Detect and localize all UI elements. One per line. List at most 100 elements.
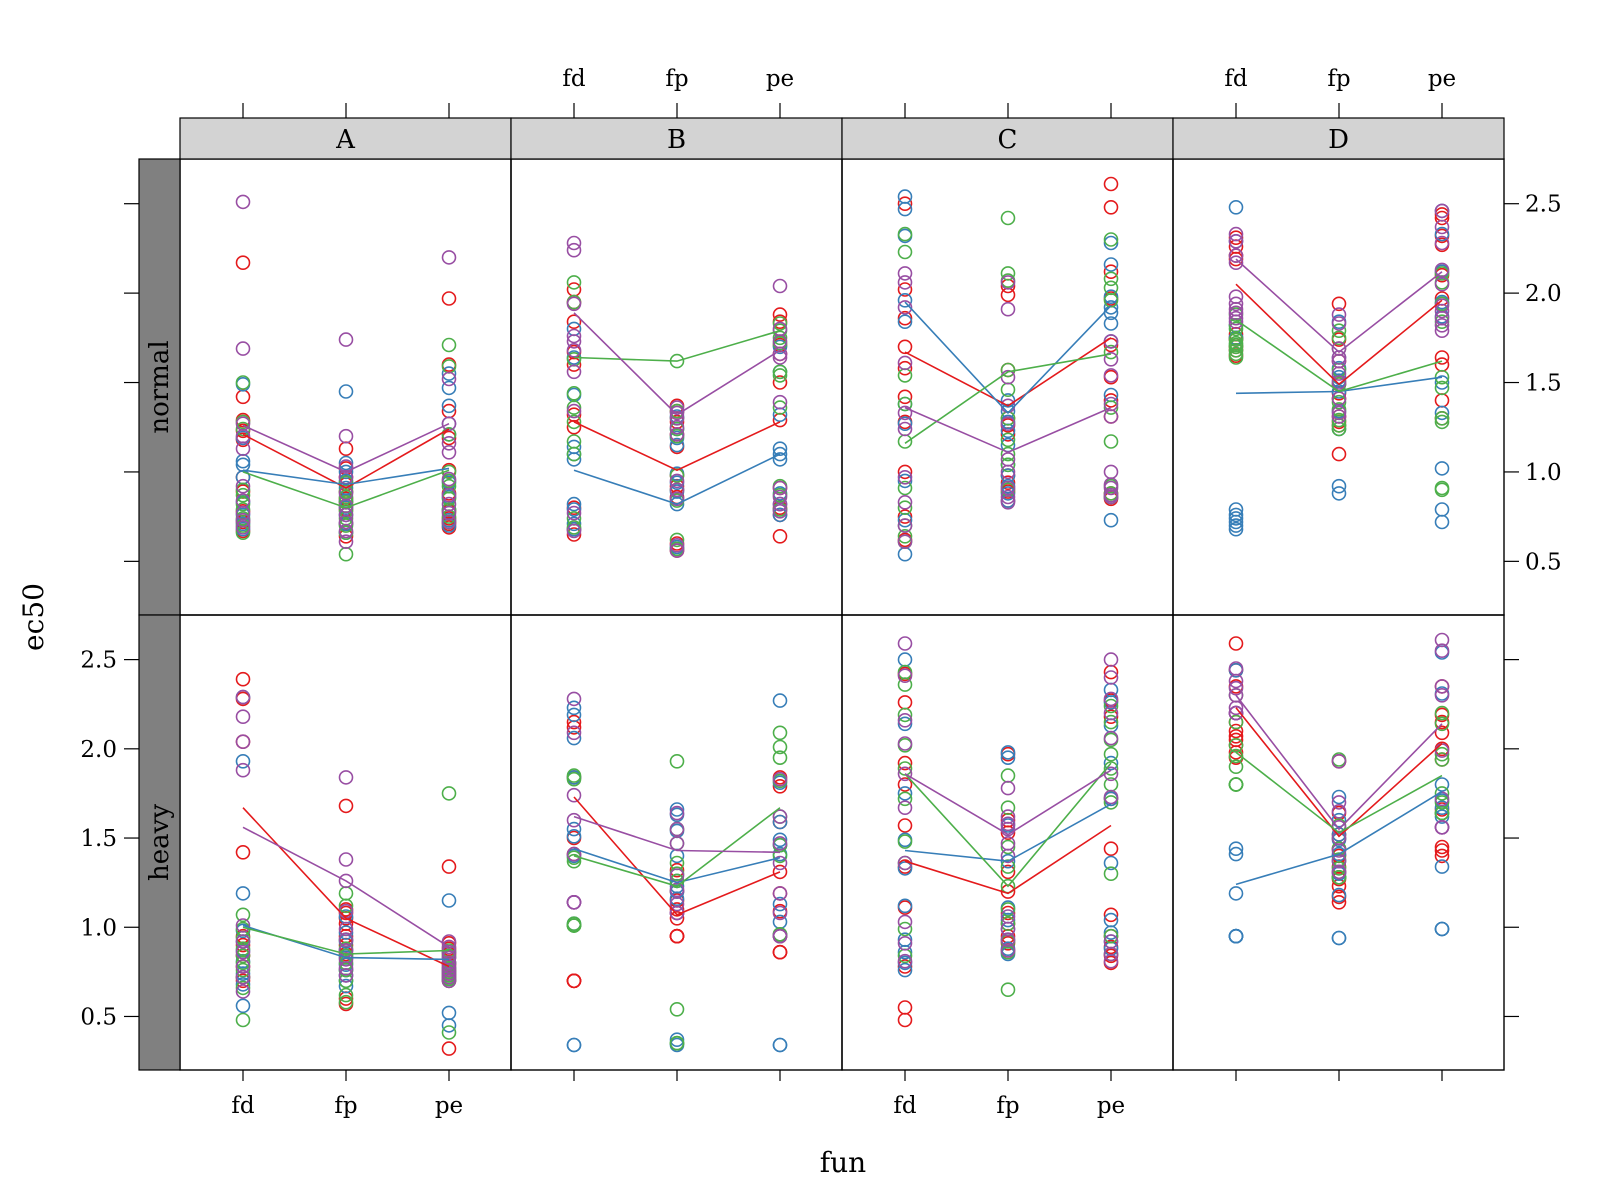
data-point: [1228, 846, 1244, 862]
data-point: [897, 695, 913, 710]
data-point: [897, 469, 913, 485]
data-point: [1434, 203, 1450, 219]
data-point: [1000, 745, 1016, 760]
data-point: [1434, 687, 1450, 703]
series-line: [242, 469, 450, 509]
strip-background: [138, 614, 181, 1071]
data-point: [1434, 746, 1450, 762]
data-point: [235, 671, 251, 687]
panel-A-normal: [179, 158, 512, 616]
data-point: [772, 750, 788, 766]
data-point: [566, 853, 582, 869]
y-tick-label: 2.5: [1525, 192, 1562, 218]
data-point: [235, 478, 251, 494]
data-point: [1000, 982, 1016, 998]
series-line: [1235, 790, 1443, 886]
data-point: [897, 935, 913, 951]
data-point: [1103, 316, 1119, 331]
data-point: [897, 355, 913, 371]
data-point: [1000, 750, 1016, 766]
data-point: [772, 368, 788, 383]
data-point: [235, 753, 251, 769]
data-point: [897, 818, 913, 833]
series-line: [904, 406, 1112, 454]
data-point: [1228, 748, 1244, 764]
data-point: [897, 944, 913, 960]
panel-border: [841, 614, 1174, 1071]
data-point: [669, 419, 685, 435]
data-point: [566, 707, 582, 723]
data-point: [338, 886, 354, 901]
data-point: [772, 896, 788, 912]
data-point: [1228, 230, 1244, 245]
data-point: [897, 518, 913, 533]
data-point: [897, 310, 913, 326]
data-point: [566, 846, 582, 862]
data-point: [1434, 405, 1450, 421]
data-point: [338, 987, 354, 1003]
series-line: [573, 807, 781, 888]
data-point: [566, 242, 582, 258]
series-line: [1235, 283, 1443, 386]
data-point: [1434, 848, 1450, 864]
data-point: [1103, 709, 1119, 725]
data-point: [669, 437, 685, 453]
data-point: [1434, 414, 1450, 430]
data-point: [235, 998, 251, 1014]
row-strip-heavy: heavy: [138, 614, 181, 1071]
data-point: [235, 984, 251, 999]
data-point: [1103, 907, 1119, 923]
data-point: [772, 905, 788, 921]
data-point: [441, 380, 457, 396]
data-point: [669, 805, 685, 821]
data-point: [441, 962, 457, 978]
data-point: [338, 770, 354, 785]
data-point: [1103, 691, 1119, 707]
data-point: [338, 523, 354, 539]
data-point: [566, 523, 582, 539]
data-point: [1000, 266, 1016, 281]
series-line: [1235, 694, 1443, 831]
data-point: [1228, 248, 1244, 263]
data-point: [772, 944, 788, 960]
data-point: [772, 739, 788, 755]
data-point: [1331, 366, 1347, 381]
data-point: [1000, 301, 1016, 317]
data-point: [1000, 475, 1016, 491]
x-tick-label: fp: [334, 1093, 357, 1119]
data-point: [897, 712, 913, 728]
data-point: [441, 471, 457, 487]
data-point: [1228, 350, 1244, 365]
data-point: [441, 496, 457, 512]
data-point: [897, 668, 913, 684]
series-line: [573, 421, 781, 472]
data-point: [566, 502, 582, 517]
data-point: [441, 786, 457, 801]
data-point: [897, 962, 913, 978]
data-point: [897, 636, 913, 651]
data-point: [235, 487, 251, 503]
data-point: [772, 778, 788, 794]
data-point: [1228, 728, 1244, 744]
data-point: [1228, 759, 1244, 775]
data-point: [441, 444, 457, 460]
data-point: [897, 786, 913, 801]
data-point: [441, 939, 457, 955]
data-point: [566, 771, 582, 787]
data-point: [441, 398, 457, 414]
strip-label: normal: [145, 340, 175, 433]
data-point: [566, 414, 582, 430]
data-point: [1000, 275, 1016, 290]
data-point: [235, 734, 251, 750]
data-point: [897, 500, 913, 516]
data-point: [1000, 432, 1016, 448]
data-point: [1000, 839, 1016, 855]
data-point: [441, 487, 457, 503]
data-point: [338, 798, 354, 814]
data-point: [566, 505, 582, 521]
series-line: [242, 826, 450, 948]
data-point: [1331, 930, 1347, 946]
data-point: [1228, 700, 1244, 716]
data-point: [897, 1012, 913, 1028]
data-point: [1331, 795, 1347, 810]
